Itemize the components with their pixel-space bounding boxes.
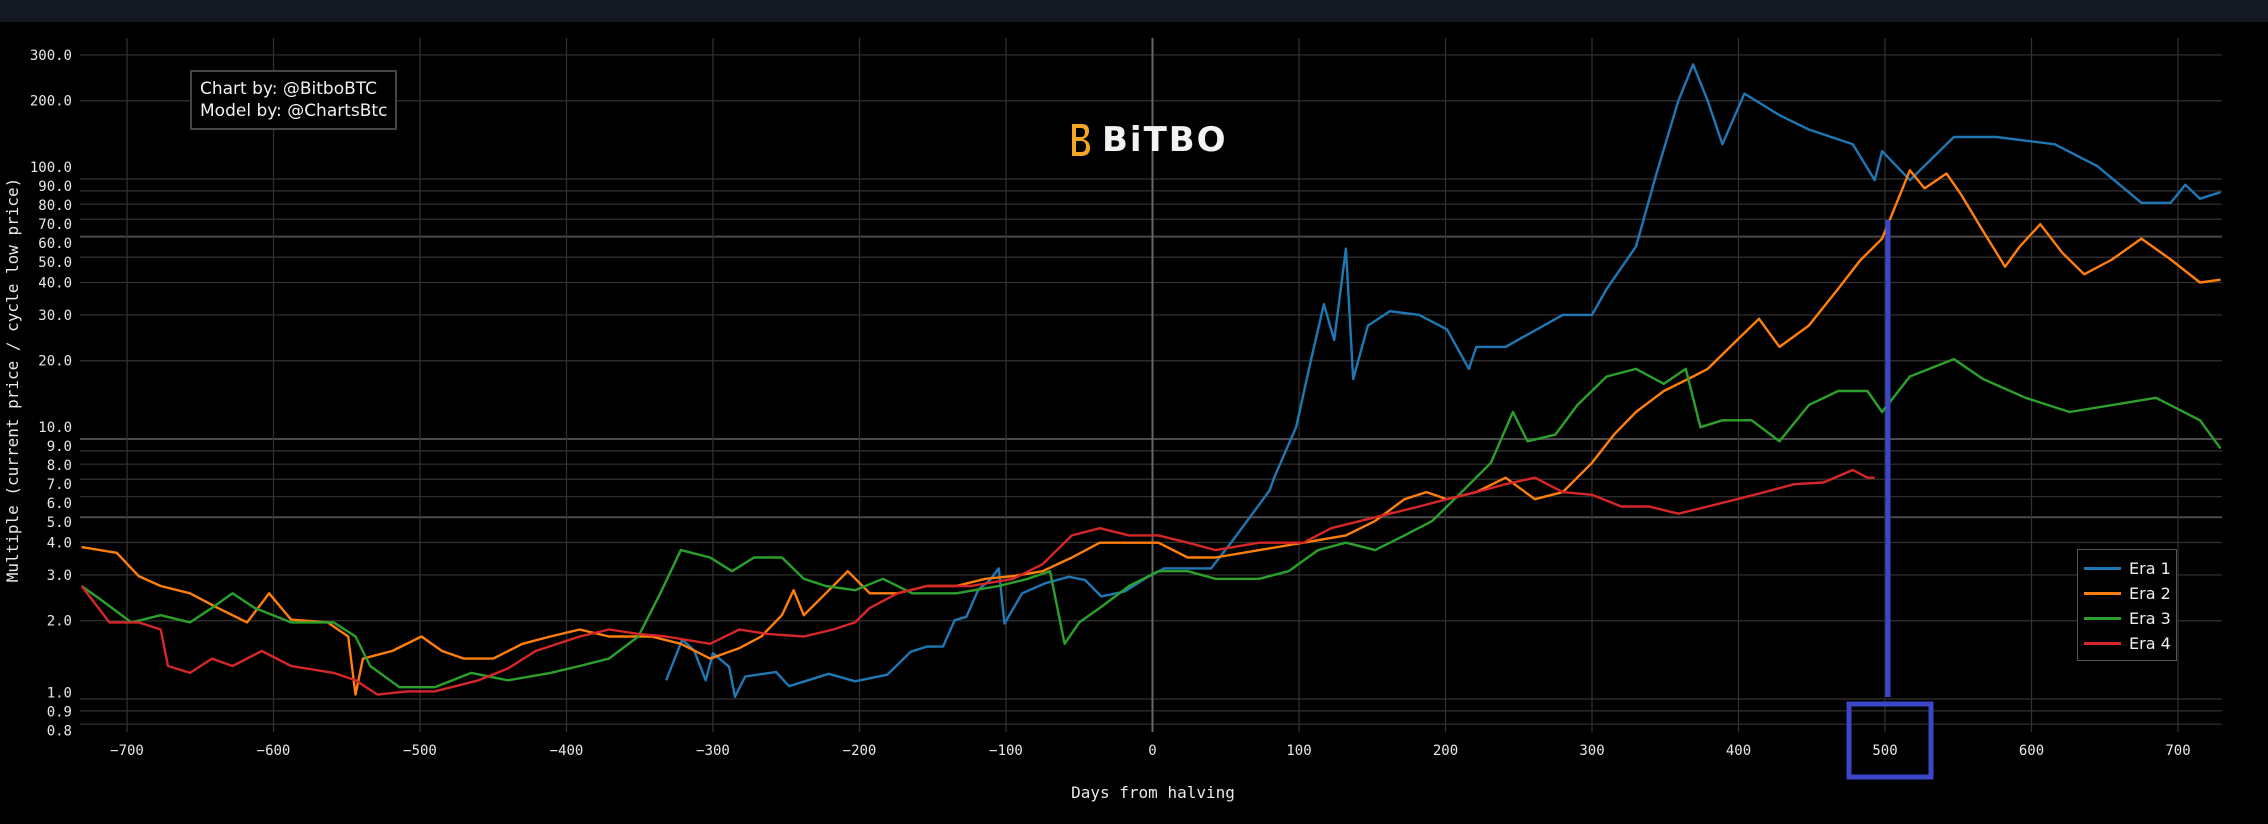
legend-label: Era 4 [2129,634,2171,653]
y-tick-label: 30.0 [38,308,72,324]
y-axis-title: Multiple (current price / cycle low pric… [3,178,22,583]
legend-label: Era 1 [2129,559,2171,578]
legend-item-era-2[interactable]: Era 2 [2084,581,2176,606]
y-tick-label: 100.0 [30,160,72,176]
y-tick-label: 0.9 [47,704,72,720]
y-tick-label: 5.0 [47,515,72,531]
bitbo-logo: BiTBO [1068,120,1228,160]
legend-item-era-3[interactable]: Era 3 [2084,606,2176,631]
legend-swatch [2084,617,2121,620]
legend-label: Era 3 [2129,609,2171,628]
legend-item-era-1[interactable]: Era 1 [2084,556,2176,581]
bitbo-logo-text: BiTBO [1102,120,1228,160]
bitbo-logo-icon [1072,124,1090,156]
x-tick-label: −700 [110,743,144,759]
y-tick-label: 4.0 [47,535,72,551]
y-tick-label: 50.0 [38,255,72,271]
credit-box: Chart by: @BitboBTC Model by: @ChartsBtc [190,70,398,130]
x-tick-label: 100 [1286,743,1311,759]
y-tick-label: 90.0 [38,179,72,195]
credit-chart-by: Chart by: @BitboBTC [200,79,378,99]
x-tick-label: 600 [2019,743,2044,759]
y-tick-label: 9.0 [47,439,72,455]
series-line-era-1 [664,63,2221,698]
series-line-era-2 [81,169,2221,696]
y-tick-label: 8.0 [47,458,72,474]
y-tick-label: 1.0 [47,685,72,701]
x-tick-label: 400 [1726,743,1751,759]
legend-swatch [2084,567,2121,570]
y-tick-label: 20.0 [38,354,72,370]
x-tick-label: 0 [1148,743,1156,759]
y-tick-label: 2.0 [47,614,72,630]
y-tick-label: 7.0 [47,477,72,493]
highlight-annotation [1846,220,1934,780]
x-tick-label: −300 [696,743,730,759]
x-tick-label: 300 [1579,743,1604,759]
x-tick-labels: −700 −600 −500 −400 −300 −200 −100 0 100 200 300 40… [110,743,2191,759]
legend-item-era-4[interactable]: Era 4 [2084,631,2176,656]
highlight-box [1846,701,1934,780]
y-tick-label: 70.0 [38,217,72,233]
legend-swatch [2084,642,2121,645]
x-tick-label: 700 [2165,743,2190,759]
x-tick-label: −100 [989,743,1023,759]
y-tick-label: 80.0 [38,198,72,214]
credit-model-by: Model by: @ChartsBtc [200,101,388,121]
legend: Era 1 Era 2 Era 3 Era 4 [2077,549,2177,661]
y-tick-label: 0.8 [47,723,72,739]
x-tick-label: −500 [403,743,437,759]
y-tick-label: 60.0 [38,236,72,252]
series-line-era-3 [80,357,2222,689]
x-tick-label: 200 [1433,743,1458,759]
top-bar [0,0,2268,22]
series-lines [80,63,2222,698]
y-tick-label: 6.0 [47,496,72,512]
x-tick-label: 500 [1872,743,1897,759]
x-axis-title: Days from halving [1071,783,1235,802]
gridlines [80,38,2222,732]
x-tick-label: −600 [257,743,291,759]
y-tick-label: 3.0 [47,568,72,584]
legend-swatch [2084,592,2121,595]
y-tick-label: 40.0 [38,275,72,291]
series-line-era-4 [80,468,1875,696]
x-tick-label: −200 [843,743,877,759]
legend-label: Era 2 [2129,584,2171,603]
y-tick-label: 200.0 [30,94,72,110]
y-tick-labels: 300.0 200.0 100.0 90.0 80.0 70.0 60.0 50.0 40.0 3… [30,48,72,739]
x-tick-label: −400 [550,743,584,759]
y-tick-label: 10.0 [38,420,72,436]
y-tick-label: 300.0 [30,48,72,64]
